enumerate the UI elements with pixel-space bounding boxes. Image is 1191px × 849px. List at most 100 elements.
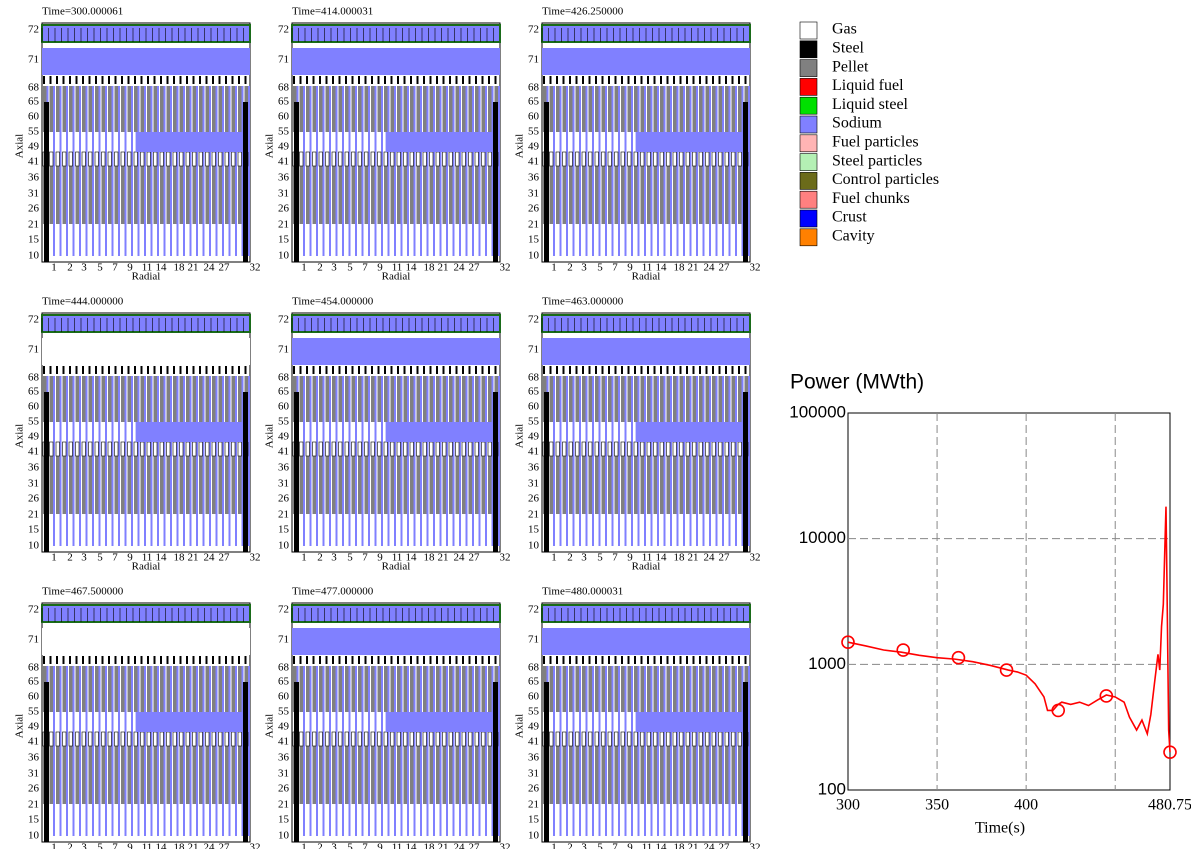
pellet <box>82 166 86 224</box>
pellet <box>488 666 492 712</box>
x-tick-label: 400 <box>1014 797 1038 814</box>
pellet <box>192 456 196 514</box>
sodium-strip <box>498 376 500 546</box>
gas-box <box>448 151 453 167</box>
legend-label: Fuel particles <box>832 133 919 150</box>
steel-tick <box>358 76 360 84</box>
pellet <box>627 86 631 132</box>
sodium-strip <box>387 666 390 836</box>
sodium-strip <box>585 376 588 546</box>
steel-tick <box>114 366 117 374</box>
axial-tick-label: 60 <box>528 691 540 703</box>
sodium-strip <box>624 666 627 836</box>
pellet <box>186 666 190 712</box>
axial-tick-label: 49 <box>278 141 290 153</box>
pellet <box>718 456 722 514</box>
steel-tick <box>199 76 201 84</box>
axial-tick-label: 49 <box>528 431 540 443</box>
pellet <box>325 166 329 224</box>
steel-tick <box>140 76 143 84</box>
sodium-strip <box>105 376 107 546</box>
pellet <box>468 456 472 514</box>
legend-label: Steel <box>832 39 865 56</box>
axial-tick-label: 36 <box>528 752 540 764</box>
gas-box <box>594 441 599 457</box>
gas-box <box>370 731 375 747</box>
pellet <box>705 376 709 422</box>
steel-tick <box>436 366 438 374</box>
steel-tick <box>121 366 123 374</box>
axial-tick-label: 15 <box>278 234 290 246</box>
gas-box <box>370 441 375 457</box>
gas-box <box>55 151 60 167</box>
sodium-strip <box>335 86 338 256</box>
steel-tick <box>351 366 354 374</box>
steel-tick <box>212 656 214 664</box>
sodium-strip <box>228 376 231 546</box>
pellet <box>679 456 683 514</box>
pellet <box>556 666 560 712</box>
axial-tick-label: 36 <box>278 462 290 474</box>
pellet <box>299 456 303 514</box>
steel-tick <box>238 656 240 664</box>
pellet <box>718 746 722 804</box>
pellet <box>364 746 368 804</box>
steel-tick <box>686 76 688 84</box>
steel-tick <box>225 656 227 664</box>
legend-label: Pellet <box>832 58 869 75</box>
axial-tick-label: 60 <box>528 401 540 413</box>
sodium-strip <box>303 86 305 256</box>
radial-tick-label: 1 <box>301 552 307 564</box>
sodium-strip <box>657 666 659 836</box>
left-steel <box>44 102 49 262</box>
steel-tick <box>549 656 552 664</box>
pellet <box>410 376 414 422</box>
gas-box <box>68 731 73 747</box>
pellet <box>62 86 66 132</box>
pellet <box>666 456 670 514</box>
steel-tick <box>429 76 432 84</box>
pellet <box>442 376 446 422</box>
steel-tick <box>371 656 373 664</box>
gas-box <box>581 731 586 747</box>
steel-tick <box>325 656 328 664</box>
gas-box <box>409 731 414 747</box>
sodium-strip <box>741 376 744 546</box>
gas-box <box>94 151 99 167</box>
gas-box <box>127 151 132 167</box>
pellet <box>121 376 125 422</box>
gas-box <box>344 731 349 747</box>
pellet <box>101 666 105 712</box>
steel-tick <box>345 366 347 374</box>
pellet <box>621 456 625 514</box>
pellet <box>455 666 459 712</box>
radial-tick-label: 9 <box>627 552 633 564</box>
axial-label: Axial <box>14 424 26 448</box>
pellet <box>173 86 177 132</box>
pellet <box>738 746 742 804</box>
pellet <box>364 86 368 132</box>
gas-box <box>711 151 716 167</box>
gas-box <box>692 441 697 457</box>
steel-tick <box>43 76 45 84</box>
gas-box <box>435 151 440 167</box>
radial-label: Radial <box>382 271 411 283</box>
gas-box <box>640 441 645 457</box>
gas-box <box>120 441 125 457</box>
sodium-strip <box>663 666 666 836</box>
pellet <box>371 746 375 804</box>
pellet <box>225 746 229 804</box>
steel-tick <box>653 656 656 664</box>
pellet <box>705 86 709 132</box>
gas-box <box>448 441 453 457</box>
sodium-strip <box>585 86 588 256</box>
sodium-strip <box>433 376 435 546</box>
sodium-strip <box>579 666 581 836</box>
gas-box <box>49 731 54 747</box>
axial-tick-label: 60 <box>528 111 540 123</box>
pellet <box>449 376 453 422</box>
sodium-strip <box>683 376 685 546</box>
pellet <box>147 456 151 514</box>
sodium-strip <box>189 86 192 256</box>
gas-box <box>192 731 197 747</box>
